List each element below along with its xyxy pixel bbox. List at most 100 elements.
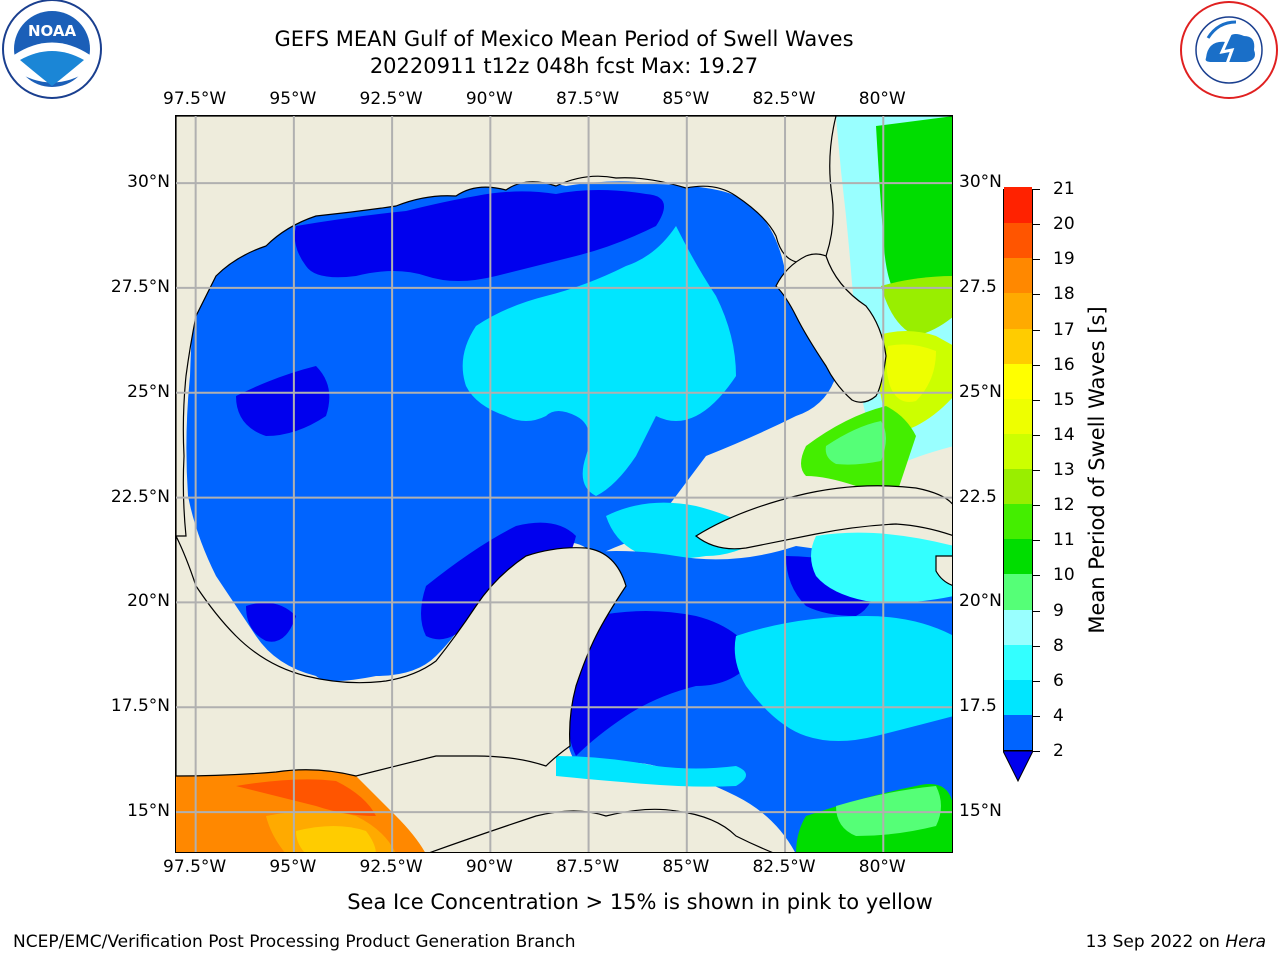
colorbar-tick-mark [1033, 680, 1040, 682]
run-date: 13 Sep 2022 on Hera [1086, 932, 1266, 952]
colorbar-segment [1004, 608, 1032, 645]
lon-tick-top: 92.5°W [359, 89, 423, 109]
lat-tick-left: 30°N [127, 172, 170, 193]
colorbar-tick-label: 21 [1053, 179, 1075, 199]
florida-peninsula [775, 253, 887, 403]
lat-tick-left: 20°N [127, 591, 170, 612]
colorbar-tick-mark [1033, 505, 1040, 507]
lat-tick-left: 22.5°N [110, 486, 170, 507]
lon-tick-bottom: 82.5°W [752, 857, 816, 877]
colorbar-segment [1004, 397, 1032, 434]
colorbar-segment [1004, 643, 1032, 680]
nws-logo [1180, 1, 1278, 99]
hispaniola-edge [935, 555, 952, 586]
colorbar-tick-mark [1033, 645, 1040, 647]
lon-tick-top: 80°W [858, 89, 906, 109]
gulf-patch-lt2s-north [294, 190, 664, 281]
colorbar-tick-label: 9 [1053, 600, 1064, 621]
colorbar-title: Mean Period of Swell Waves [s] [1085, 306, 1109, 634]
colorbar-tick-label: 13 [1053, 460, 1075, 480]
lat-tick-left: 25°N [127, 381, 170, 402]
pacific-sw-16s [296, 826, 376, 852]
lat-tick-right: 15°N [959, 801, 1002, 822]
colorbar-tick-mark [1033, 224, 1040, 226]
colorbar-tick-label: 19 [1053, 249, 1075, 270]
colorbar-segment [1004, 538, 1032, 575]
colorbar-tick-label: 17 [1053, 319, 1075, 340]
lon-tick-top: 90°W [465, 89, 513, 109]
lat-tick-left: 15°N [127, 801, 170, 822]
colorbar-tick-mark [1033, 434, 1040, 436]
lon-tick-top: 87.5°W [555, 89, 620, 109]
lat-tick-right: 17.5 [959, 696, 997, 717]
lat-tick-right: 27.5 [959, 276, 997, 297]
lon-tick-bottom: 97.5°W [163, 857, 227, 877]
lon-tick-bottom: 90°W [465, 857, 513, 877]
cuba-north-light [825, 421, 886, 465]
colorbar-tick-label: 15 [1053, 389, 1075, 410]
chart-title: GEFS MEAN Gulf of Mexico Mean Period of … [274, 27, 854, 51]
colorbar-segment [1004, 222, 1032, 259]
pacific-sw-19s [236, 779, 376, 816]
colorbar-tick-label: 8 [1053, 635, 1064, 656]
lon-tick-top: 82.5°W [752, 89, 816, 109]
atlantic-east-12-14s [881, 276, 952, 336]
colorbar-tick-mark [1033, 575, 1040, 577]
caribbean-south-strip [556, 756, 746, 787]
colorbar-tick-label: 12 [1053, 495, 1075, 516]
colorbar-segment [1004, 257, 1032, 294]
colorbar-tick-mark [1033, 189, 1040, 190]
gulf-patch-lt2s-bay [246, 602, 296, 642]
colorbar-tick-label: 10 [1053, 565, 1075, 586]
central-america [429, 808, 773, 852]
lat-tick-right: 20°N [959, 591, 1002, 612]
colorbar-tick-label: 14 [1053, 424, 1075, 445]
colorbar-segment [1004, 468, 1032, 505]
lon-tick-top: 95°W [269, 89, 317, 109]
caribbean-se-light [836, 786, 941, 836]
lon-tick-top: 97.5°W [163, 89, 227, 109]
caribbean-6-8s [811, 532, 952, 603]
colorbar-segment [1004, 292, 1032, 329]
lat-tick-right: 22.5 [959, 486, 997, 507]
run-host: Hera [1225, 932, 1266, 952]
colorbar-tick-mark [1033, 715, 1040, 717]
colorbar-tick-mark [1033, 294, 1040, 296]
graticule [176, 116, 952, 852]
chart-subtitle: 20220911 t12z 048h fcst Max: 19.27 [369, 54, 759, 78]
colorbar-segment [1004, 327, 1032, 364]
lon-tick-bottom: 80°W [858, 857, 906, 877]
atlantic-east-10-12s [876, 116, 952, 316]
map-panel [175, 115, 953, 853]
cuba [694, 485, 952, 550]
colorbar-tick-mark [1033, 751, 1040, 752]
colorbar-tick-label: 4 [1053, 705, 1064, 726]
colorbar-segment [1004, 678, 1032, 715]
colorbar-tick-label: 2 [1053, 741, 1064, 761]
colorbar-segment [1004, 187, 1032, 224]
lon-tick-bottom: 85°W [662, 857, 710, 877]
colorbar-extend-min-triangle [1003, 751, 1033, 783]
colorbar-tick-label: 6 [1053, 670, 1064, 691]
gulf-patch-lt2s-west [236, 366, 330, 436]
gulf-plume-4-6s [462, 226, 736, 496]
colorbar-segment [1004, 573, 1032, 610]
caribbean-lt2s [567, 611, 756, 756]
colorbar-tick-mark [1033, 329, 1040, 331]
colorbar-tick-mark [1033, 399, 1040, 401]
colorbar-tick-label: 18 [1053, 284, 1075, 305]
colorbar-segment [1004, 433, 1032, 469]
lat-tick-right: 25°N [959, 381, 1002, 402]
lat-tick-left: 17.5°N [110, 696, 170, 717]
sea-ice-note-text: Sea Ice Concentration > 15% is shown in … [347, 890, 933, 914]
colorbar-tick-mark [1033, 540, 1040, 542]
run-date-text: 13 Sep 2022 on [1085, 932, 1220, 952]
sea-ice-note: Sea Ice Concentration > 15% is shown in … [0, 890, 1280, 914]
colorbar-tick-mark [1033, 470, 1040, 471]
colorbar-segment [1004, 362, 1032, 399]
colorbar-tick-mark [1033, 259, 1040, 261]
lon-tick-bottom: 95°W [269, 857, 317, 877]
colorbar-tick-mark [1033, 364, 1040, 366]
credit-line: NCEP/EMC/Verification Post Processing Pr… [13, 932, 576, 952]
mexico-yucatan [176, 535, 627, 777]
